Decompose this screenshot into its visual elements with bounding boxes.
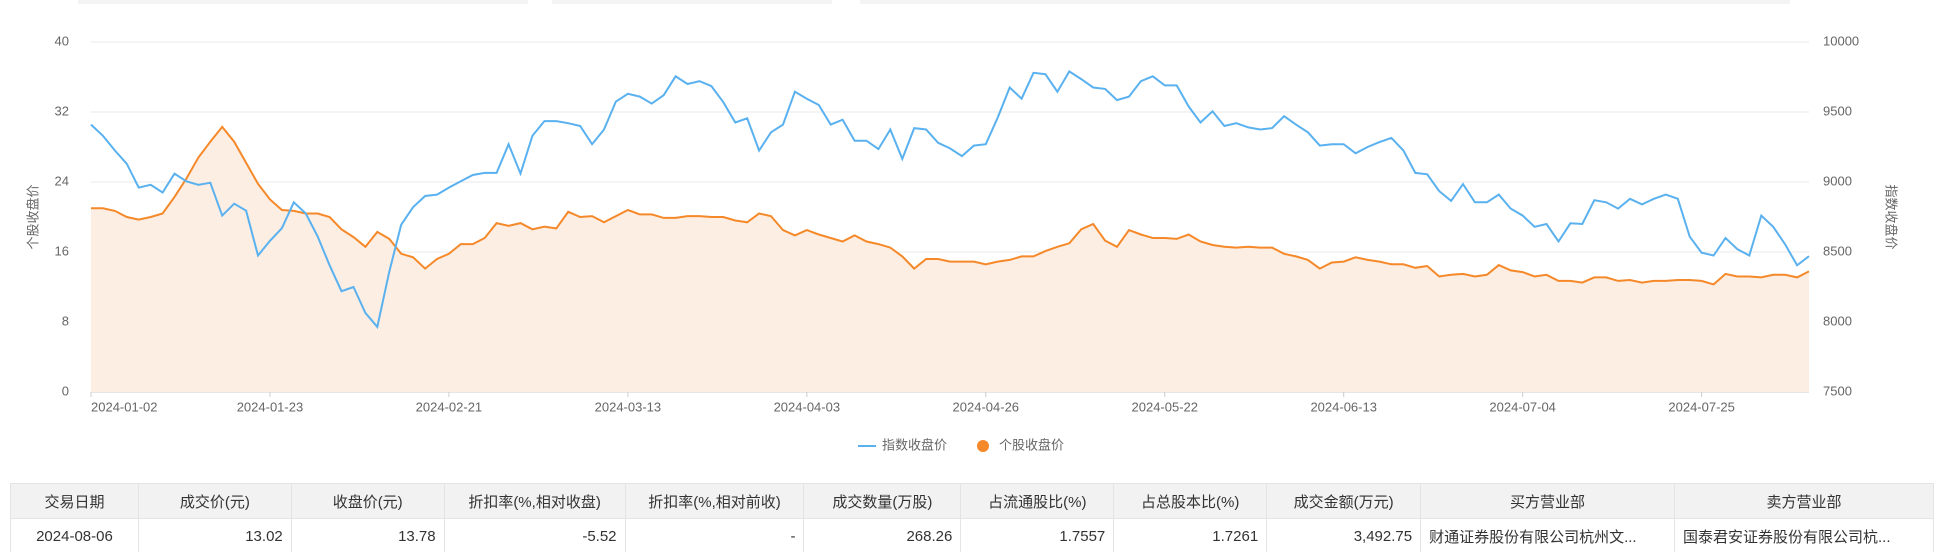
tab (78, 0, 528, 4)
x-tick-label: 2024-04-26 (953, 399, 1020, 414)
table-cell: 268.26 (803, 518, 962, 552)
y-tick-label: 24 (55, 173, 69, 188)
y-tick-label: 32 (55, 103, 69, 118)
y2-tick-label: 7500 (1823, 383, 1852, 398)
x-tick-label: 2024-07-25 (1668, 399, 1735, 414)
x-tick-label: 2024-04-03 (774, 399, 841, 414)
y-tick-label: 0 (62, 383, 69, 398)
table-cell: -5.52 (443, 518, 626, 552)
table-cell: 13.78 (290, 518, 445, 552)
y2-tick-label: 8500 (1823, 243, 1852, 258)
table-row: 2024-08-06 13.02 13.78 -5.52-268.26 1.7557 1.… (10, 518, 1934, 552)
table-cell: - (624, 518, 805, 552)
y-tick-label: 40 (55, 33, 69, 48)
table-cell: 3,492.75 (1266, 518, 1422, 552)
legend-label: 指数收盘价 (882, 437, 947, 452)
y2-tick-label: 9000 (1823, 173, 1852, 188)
header-cell: 成交价(元) (137, 483, 292, 519)
x-tick-label: 2024-06-13 (1310, 399, 1377, 414)
x-tick-label: 2024-05-22 (1132, 399, 1199, 414)
x-tick-label: 2024-07-04 (1489, 399, 1556, 414)
x-tick-label: 2024-01-23 (237, 399, 304, 414)
header-cell: 占总股本比(%) (1113, 483, 1268, 519)
chart: 个股收盘价 指数收盘价 0 8 16 24 32 40 7500 8000 8500 9000 95… (25, 0, 1899, 452)
x-tick-label: 2024-02-21 (416, 399, 483, 414)
tab (860, 0, 1790, 4)
table-cell: 国泰君安证券股份有限公司杭... (1674, 518, 1934, 552)
header-cell: 占流通股比(%) (960, 483, 1115, 519)
area (91, 126, 1809, 393)
data-table: 交易日期 成交价(元) 收盘价(元) 折扣率(%,相对收盘) 折扣率(%,相对前收) 成交… (10, 483, 1934, 552)
header-cell: 折扣率(%,相对前收) (624, 483, 805, 519)
x-tick-label: 2024-01-02 (91, 399, 158, 414)
header-cell: 买方营业部 (1420, 483, 1675, 519)
y-axis-title: 个股收盘价 (25, 184, 40, 249)
y-tick-label: 8 (62, 313, 69, 328)
tab (552, 0, 832, 4)
x-tick-label: 2024-03-13 (595, 399, 662, 414)
header-cell: 折扣率(%,相对收盘) (443, 483, 626, 519)
table-cell: 1.7557 (960, 518, 1115, 552)
header-cell: 成交金额(万元) (1266, 483, 1422, 519)
legend-marker (977, 440, 990, 452)
table-cell: 13.02 (137, 518, 292, 552)
header-cell: 成交数量(万股) (803, 483, 962, 519)
header-cell: 卖方营业部 (1674, 483, 1934, 519)
legend-label: 个股收盘价 (999, 437, 1064, 452)
table-cell: 1.7261 (1113, 518, 1268, 552)
header-cell: 收盘价(元) (290, 483, 445, 519)
y2-axis-title: 指数收盘价 (1884, 184, 1899, 249)
line (90, 69, 1810, 330)
table-cell: 2024-08-06 (10, 518, 139, 552)
y2-tick-label: 9500 (1823, 103, 1852, 118)
line (91, 125, 1810, 286)
header-row: 交易日期 成交价(元) 收盘价(元) 折扣率(%,相对收盘) 折扣率(%,相对前收) 成交… (10, 483, 1934, 519)
y-tick-label: 16 (55, 243, 69, 258)
table-cell: 财通证券股份有限公司杭州文... (1420, 518, 1675, 552)
y2-tick-label: 8000 (1823, 313, 1852, 328)
header-cell: 交易日期 (10, 483, 139, 519)
y2-tick-label: 10000 (1823, 33, 1859, 48)
